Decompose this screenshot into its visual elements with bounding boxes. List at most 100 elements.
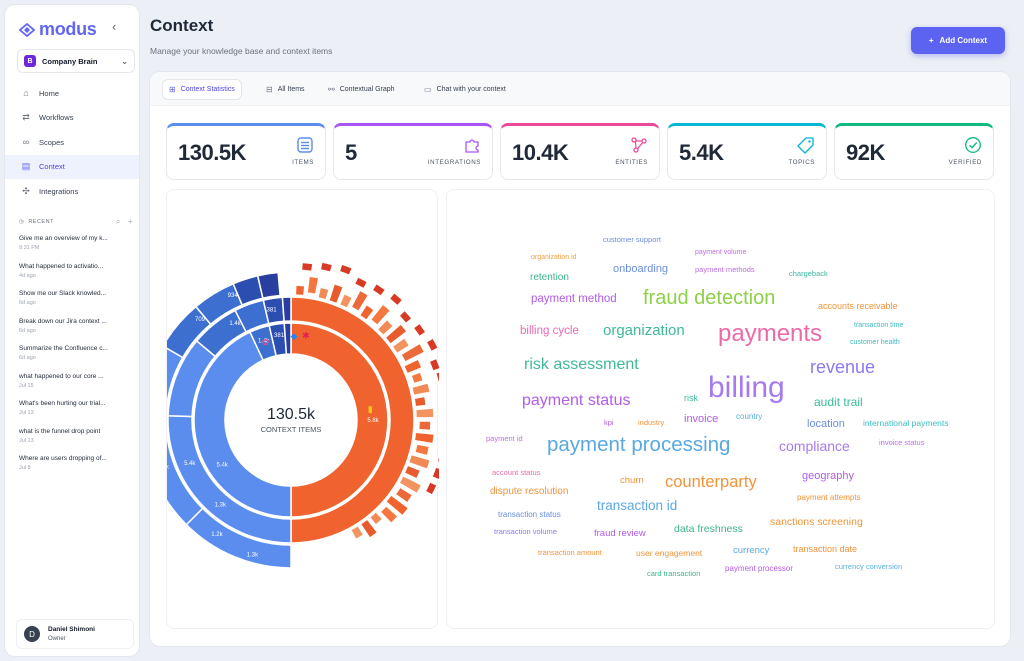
word-cloud-term[interactable]: transaction amount [538, 548, 602, 557]
tab-contextual-graph[interactable]: ⚯ Contextual Graph [322, 80, 401, 99]
sunburst-outer-segment[interactable] [394, 486, 414, 504]
collapse-sidebar-icon[interactable]: ‹ [112, 19, 117, 34]
word-cloud-term[interactable]: onboarding [613, 263, 669, 275]
sunburst-outer-segment[interactable] [413, 395, 427, 408]
word-cloud-term[interactable]: payment methods [695, 265, 755, 274]
sunburst-outer-segment[interactable] [368, 510, 384, 526]
sunburst-outer-segment[interactable] [398, 474, 423, 495]
word-cloud-term[interactable]: transaction id [597, 498, 678, 513]
sunburst-outer-segment[interactable] [414, 443, 431, 457]
word-cloud-term[interactable]: transaction status [498, 510, 561, 519]
sunburst-outer-segment[interactable] [424, 481, 438, 496]
sidebar-item-home[interactable]: ⌂ Home [5, 81, 139, 106]
sunburst-outer-segment[interactable] [358, 303, 375, 322]
word-cloud-term[interactable]: transaction date [793, 544, 858, 554]
user-card[interactable]: D Daniel Shimoni Owner [16, 619, 134, 649]
tab-chat[interactable]: ▭ Chat with your context [418, 80, 512, 99]
sunburst-outer-segment[interactable] [369, 303, 392, 327]
sunburst-outer-segment[interactable] [379, 504, 399, 525]
sidebar-item-context[interactable]: ▤ Context [5, 154, 139, 179]
sunburst-outer-segment[interactable] [385, 494, 410, 517]
sunburst-outer-segment[interactable] [434, 369, 447, 384]
sunburst-outer-segment[interactable] [388, 291, 404, 307]
sunburst-outer-segment[interactable] [398, 309, 413, 325]
word-cloud-term[interactable]: payment id [486, 434, 523, 443]
recent-item[interactable]: what happened to our core ... Jul 15 [19, 373, 133, 401]
word-cloud-term[interactable]: sanctions screening [770, 516, 863, 528]
word-cloud-term[interactable]: payment processing [547, 433, 731, 456]
recent-item[interactable]: Where are users dropping of... Jul 8 [19, 455, 133, 483]
word-cloud-term[interactable]: payments [718, 320, 823, 347]
word-cloud-term[interactable]: currency [733, 545, 770, 556]
stat-card-verified[interactable]: 92K VERIFIED [834, 123, 994, 180]
word-cloud-term[interactable]: billing [708, 371, 785, 404]
stat-card-entities[interactable]: 10.4K ENTITIES [500, 123, 660, 180]
sunburst-ring2-segment[interactable] [281, 296, 292, 322]
sidebar-item-integrations[interactable]: ✣ Integrations [5, 179, 139, 204]
word-cloud-term[interactable]: customer support [603, 235, 661, 244]
word-cloud-term[interactable]: billing cycle [520, 325, 579, 337]
word-cloud-term[interactable]: compliance [779, 438, 850, 454]
word-cloud-term[interactable]: organization id [531, 254, 577, 261]
word-cloud-term[interactable]: risk assessment [524, 356, 639, 373]
sunburst-outer-segment[interactable] [428, 357, 442, 372]
recent-item[interactable]: Show me our Slack knowled... 6d ago [19, 290, 133, 318]
word-cloud-term[interactable]: industry [638, 418, 665, 427]
sunburst-outer-segment[interactable] [384, 323, 408, 346]
sunburst-outer-segment[interactable] [349, 524, 365, 541]
word-cloud-term[interactable]: transaction time [854, 322, 904, 329]
word-cloud-term[interactable]: customer health [850, 339, 900, 346]
word-cloud-term[interactable]: country [736, 412, 763, 421]
recent-item[interactable]: What happened to activatio... 4d ago [19, 263, 133, 291]
tab-context-statistics[interactable]: ⊞ Context Statistics [163, 80, 241, 99]
stat-card-topics[interactable]: 5.4K TOPICS [667, 123, 827, 180]
sunburst-outer-segment[interactable] [436, 450, 449, 465]
word-cloud-term[interactable]: churn [620, 475, 644, 486]
sunburst-outer-segment[interactable] [328, 282, 345, 305]
recent-item[interactable]: Summarize the Confluence c... 6d ago [19, 345, 133, 373]
sunburst-outer-segment[interactable] [371, 282, 387, 297]
sunburst-outer-segment[interactable] [431, 466, 444, 481]
org-selector[interactable]: B Company Brain ⌄ [17, 49, 135, 73]
word-cloud-term[interactable]: counterparty [665, 473, 757, 491]
sunburst-outer-segment[interactable] [306, 275, 320, 296]
search-icon[interactable]: ⌕ [115, 217, 121, 226]
word-cloud-term[interactable]: payment method [531, 293, 617, 305]
word-cloud-term[interactable]: audit trail [814, 395, 863, 409]
sunburst-outer-segment[interactable] [412, 322, 427, 338]
sunburst-outer-segment[interactable] [403, 464, 422, 480]
word-cloud-term[interactable]: currency conversion [835, 562, 903, 571]
sunburst-outer-segment[interactable] [353, 276, 369, 290]
stat-card-integrations[interactable]: 5 INTEGRATIONS [333, 123, 493, 180]
sunburst-outer-segment[interactable] [294, 284, 306, 297]
sunburst-outer-segment[interactable] [300, 261, 314, 273]
plus-icon[interactable]: + [127, 217, 133, 226]
word-cloud-term[interactable]: location [807, 418, 845, 430]
word-cloud-term[interactable]: organization [603, 322, 685, 339]
sunburst-outer-segment[interactable] [417, 420, 432, 432]
word-cloud-term[interactable]: user engagement [636, 548, 703, 558]
sunburst-outer-segment[interactable] [391, 336, 411, 355]
sunburst-inner-segment[interactable] [290, 322, 389, 518]
sunburst-outer-segment[interactable] [376, 318, 395, 337]
sunburst-outer-segment[interactable] [319, 261, 334, 273]
sunburst-outer-segment[interactable] [413, 431, 436, 445]
word-cloud-term[interactable]: revenue [810, 357, 876, 377]
recent-item[interactable]: what is the funnel drop point Jul 13 [19, 428, 133, 456]
stat-card-items[interactable]: 130.5K ITEMS [166, 123, 326, 180]
sunburst-outer-segment[interactable] [414, 407, 435, 419]
word-cloud-term[interactable]: fraud detection [643, 287, 776, 309]
word-cloud-term[interactable]: invoice [684, 413, 719, 425]
sunburst-inner-segment[interactable] [283, 322, 292, 355]
word-cloud-term[interactable]: data freshness [674, 523, 743, 535]
sunburst-outer-segment[interactable] [338, 263, 354, 277]
recent-item[interactable]: Break down our Jira context ... 6d ago [19, 318, 133, 346]
word-cloud-term[interactable]: payment status [522, 392, 631, 409]
word-cloud-term[interactable]: dispute resolution [490, 486, 569, 497]
sunburst-outer-segment[interactable] [410, 382, 431, 397]
sunburst-outer-segment[interactable] [350, 289, 370, 313]
word-cloud-term[interactable]: invoice status [879, 438, 925, 447]
word-cloud-term[interactable]: fraud review [594, 528, 646, 539]
recent-item[interactable]: What's been hurting our trial... Jul 13 [19, 400, 133, 428]
word-cloud-term[interactable]: risk [684, 393, 698, 403]
